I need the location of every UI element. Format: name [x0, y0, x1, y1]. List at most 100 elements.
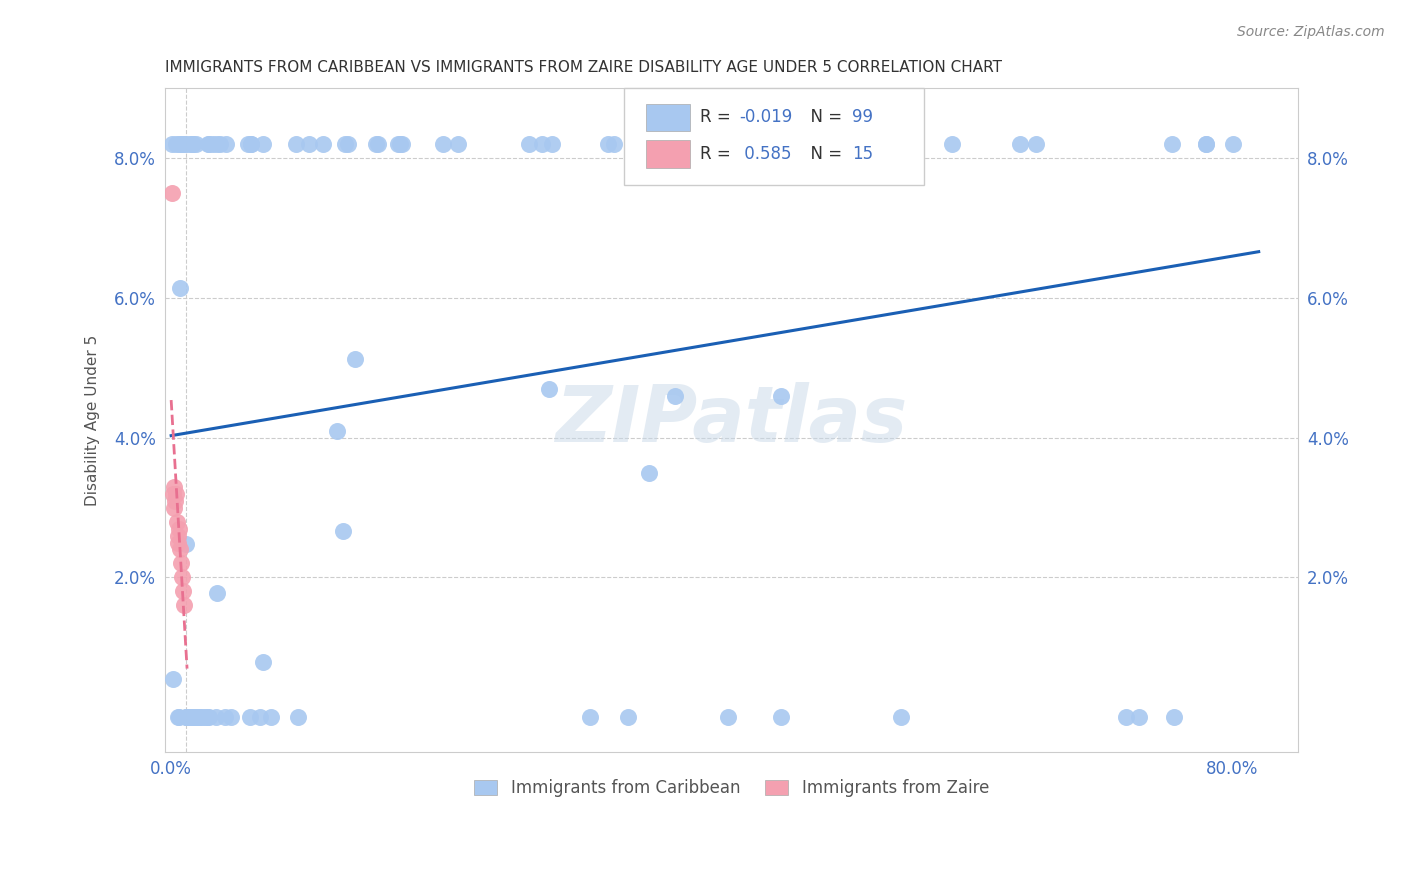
Point [181, 137, 204, 152]
Point [166, 515, 188, 529]
Point [202, 137, 225, 152]
Point [637, 466, 659, 480]
Point [166, 528, 188, 542]
Point [617, 710, 640, 724]
Text: N =: N = [800, 145, 846, 163]
Point [179, 710, 201, 724]
Point [1025, 137, 1047, 152]
Point [172, 570, 194, 584]
Point [208, 137, 231, 152]
Text: 99: 99 [852, 109, 873, 127]
Point [298, 137, 321, 152]
Point [664, 389, 686, 403]
Point [214, 710, 236, 724]
Point [193, 710, 215, 724]
Point [541, 137, 564, 152]
Point [162, 137, 184, 152]
Point [1128, 710, 1150, 724]
Point [335, 137, 357, 152]
FancyBboxPatch shape [647, 103, 689, 131]
Point [176, 710, 198, 724]
Point [166, 710, 188, 724]
Point [447, 137, 470, 152]
Point [205, 586, 228, 600]
Point [170, 137, 193, 152]
FancyBboxPatch shape [624, 88, 924, 185]
Point [941, 137, 963, 152]
Text: 15: 15 [852, 145, 873, 163]
Point [538, 382, 561, 396]
Text: Source: ZipAtlas.com: Source: ZipAtlas.com [1237, 25, 1385, 39]
Point [198, 710, 221, 724]
Point [177, 710, 200, 724]
Point [167, 535, 190, 549]
Point [332, 524, 354, 538]
Point [167, 710, 190, 724]
Point [163, 493, 186, 508]
Point [188, 710, 211, 724]
Point [176, 137, 198, 152]
Point [579, 710, 602, 724]
Point [782, 137, 804, 152]
Point [162, 486, 184, 500]
Point [326, 424, 349, 438]
Point [181, 137, 204, 152]
Point [177, 710, 200, 724]
Point [1161, 137, 1184, 152]
Legend: Immigrants from Caribbean, Immigrants from Zaire: Immigrants from Caribbean, Immigrants fr… [467, 772, 995, 804]
Point [1195, 137, 1218, 152]
Point [772, 137, 794, 152]
Point [344, 351, 367, 366]
Point [190, 710, 212, 724]
Point [173, 137, 195, 152]
Point [214, 137, 236, 152]
Point [236, 137, 259, 152]
Point [207, 137, 229, 152]
Text: IMMIGRANTS FROM CARIBBEAN VS IMMIGRANTS FROM ZAIRE DISABILITY AGE UNDER 5 CORREL: IMMIGRANTS FROM CARIBBEAN VS IMMIGRANTS … [165, 60, 1001, 75]
Text: 0.585: 0.585 [740, 145, 792, 163]
Point [169, 281, 191, 295]
Point [174, 537, 197, 551]
Point [180, 137, 202, 152]
Point [186, 710, 208, 724]
Point [239, 137, 262, 152]
Point [890, 710, 912, 724]
Point [162, 672, 184, 686]
Point [165, 137, 187, 152]
Point [162, 480, 184, 494]
Point [284, 137, 307, 152]
Point [198, 137, 221, 152]
Point [187, 710, 209, 724]
Point [432, 137, 454, 152]
Point [391, 137, 413, 152]
Text: R =: R = [700, 145, 735, 163]
Point [252, 655, 274, 669]
Point [387, 137, 409, 152]
Y-axis label: Disability Age Under 5: Disability Age Under 5 [86, 334, 100, 506]
Point [1008, 137, 1031, 152]
Point [239, 710, 262, 724]
Point [717, 710, 740, 724]
Point [1195, 137, 1218, 152]
Point [841, 137, 863, 152]
Point [167, 137, 190, 152]
Point [160, 186, 183, 200]
Point [603, 137, 626, 152]
Point [1115, 710, 1137, 724]
Point [239, 137, 262, 152]
Point [183, 710, 205, 724]
Point [252, 137, 274, 152]
Point [174, 710, 197, 724]
Point [172, 584, 194, 599]
FancyBboxPatch shape [647, 140, 689, 168]
Point [197, 137, 219, 152]
Point [287, 710, 309, 724]
Point [1163, 710, 1185, 724]
Text: ZIPatlas: ZIPatlas [555, 382, 908, 458]
Point [173, 599, 195, 613]
Point [366, 137, 388, 152]
Point [180, 710, 202, 724]
Text: R =: R = [700, 109, 735, 127]
Point [531, 137, 554, 152]
Point [169, 522, 191, 536]
